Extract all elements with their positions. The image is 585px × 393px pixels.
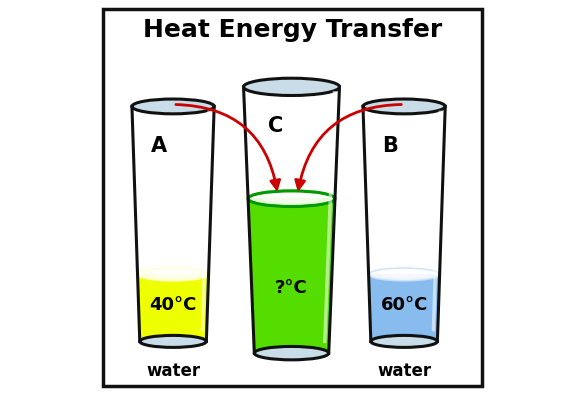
Ellipse shape — [140, 335, 207, 347]
Text: Heat Energy Transfer: Heat Energy Transfer — [143, 18, 442, 42]
Polygon shape — [132, 107, 214, 342]
Polygon shape — [137, 274, 209, 342]
Ellipse shape — [254, 347, 329, 360]
Text: water: water — [377, 362, 431, 380]
Polygon shape — [363, 107, 445, 342]
Text: A: A — [151, 136, 167, 156]
Ellipse shape — [261, 195, 322, 203]
Ellipse shape — [248, 191, 335, 206]
Text: water: water — [146, 362, 200, 380]
Ellipse shape — [140, 335, 207, 347]
Text: C: C — [267, 116, 283, 136]
Ellipse shape — [363, 99, 445, 114]
Ellipse shape — [132, 99, 214, 114]
Text: ?°C: ?°C — [275, 279, 308, 297]
Polygon shape — [369, 274, 440, 342]
Ellipse shape — [254, 347, 329, 360]
Ellipse shape — [371, 335, 438, 347]
Ellipse shape — [243, 78, 339, 95]
Ellipse shape — [148, 271, 198, 278]
Polygon shape — [248, 199, 335, 353]
Ellipse shape — [137, 268, 209, 281]
Ellipse shape — [369, 268, 440, 281]
Polygon shape — [243, 87, 339, 353]
Ellipse shape — [379, 271, 429, 278]
Text: B: B — [382, 136, 398, 156]
Text: 40°C: 40°C — [149, 296, 197, 314]
Text: 60°C: 60°C — [380, 296, 428, 314]
Ellipse shape — [371, 335, 438, 347]
